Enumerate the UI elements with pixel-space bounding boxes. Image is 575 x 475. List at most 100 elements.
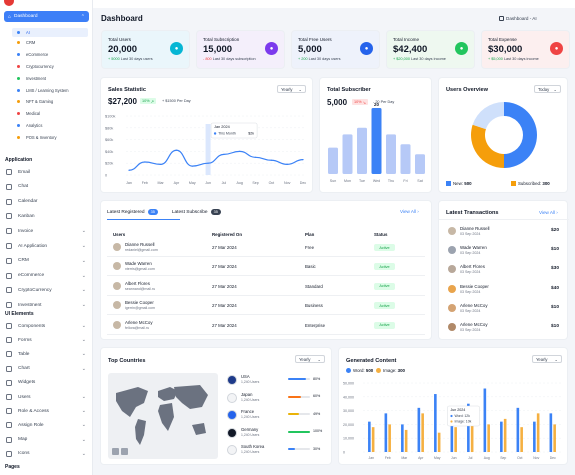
subscriber-bar[interactable] [386, 134, 396, 174]
sidebar-item[interactable]: Chart ⌄ [6, 365, 88, 372]
sales-point[interactable] [160, 163, 162, 165]
sidebar-item[interactable]: Role & Access ⌄ [6, 408, 88, 415]
sidebar-subitem[interactable]: Medical [17, 111, 40, 116]
sidebar-item[interactable]: CRM ⌄ [6, 257, 88, 264]
sidebar-item[interactable]: Assign Role ⌄ [6, 422, 88, 429]
x-tick-label: May [434, 456, 441, 460]
content-bar-image[interactable] [404, 429, 408, 452]
sales-point[interactable] [254, 156, 257, 158]
sidebar-subitem[interactable]: Cryptocurrency [17, 64, 54, 69]
zoom-in-button[interactable] [112, 448, 119, 455]
content-bar-word[interactable] [450, 418, 454, 452]
content-bar-image[interactable] [371, 427, 375, 452]
content-bar-word[interactable] [516, 407, 520, 452]
sales-point[interactable] [144, 161, 146, 163]
sidebar-item[interactable]: Map ⌄ [6, 436, 88, 443]
sidebar-item-dashboard[interactable]: ⌂ Dashboard ⌃ [4, 11, 89, 22]
sales-point[interactable] [223, 153, 225, 155]
content-bar-word[interactable] [434, 394, 437, 452]
sidebar-item[interactable]: Components ⌄ [6, 323, 88, 329]
content-bar-word[interactable] [401, 424, 404, 452]
period-dropdown[interactable]: Yearly ⌄ [277, 85, 306, 93]
sales-point[interactable] [191, 165, 193, 167]
chevron-down-icon: ⌄ [81, 323, 86, 329]
sidebar-subitem[interactable]: Analytics [17, 123, 42, 128]
sales-point[interactable] [207, 162, 209, 164]
sidebar-item[interactable]: Investment ⌄ [6, 302, 88, 309]
content-bar-image[interactable] [437, 432, 441, 452]
sidebar-item[interactable]: Widgets [6, 379, 88, 386]
subscriber-bar[interactable] [400, 144, 411, 174]
sidebar-subitem[interactable]: AI [12, 28, 88, 37]
view-all-link[interactable]: View All › [539, 210, 558, 215]
sidebar-item[interactable]: AI Application ⌄ [6, 243, 88, 249]
sidebar-subitem[interactable]: Investment [17, 76, 46, 81]
stat-footer-text: Last 30 days users [307, 57, 341, 61]
world-map[interactable] [108, 373, 218, 459]
donut-slice[interactable] [471, 124, 504, 168]
donut-slice[interactable] [504, 102, 537, 168]
zoom-out-button[interactable] [121, 448, 128, 455]
content-bar-image[interactable] [388, 424, 391, 452]
sidebar-item[interactable]: Calendar [6, 198, 88, 205]
sales-point[interactable] [128, 169, 130, 171]
user-name: Dianne Russell [125, 242, 155, 247]
chevron-down-icon: ⌄ [554, 356, 558, 362]
sidebar-subitem[interactable]: NFT & Gaming [17, 99, 53, 104]
content-bar-word[interactable] [384, 413, 388, 452]
stat-card: Total Expense $30,000 + $5,000 Last 30 day… [481, 30, 570, 69]
content-bar-word[interactable] [483, 388, 487, 452]
sidebar-subitem[interactable]: LMS / Learning System [17, 88, 69, 93]
period-dropdown[interactable]: Today ⌄ [534, 85, 561, 93]
subscriber-bar[interactable] [342, 134, 353, 174]
content-bar-image[interactable] [503, 418, 507, 452]
content-bar-image[interactable] [487, 424, 490, 452]
sidebar-subitem[interactable]: POS & Inventory [17, 135, 57, 140]
sidebar-item[interactable]: Email [6, 169, 88, 175]
period-dropdown[interactable]: Yearly ⌄ [295, 355, 325, 363]
sales-point[interactable] [175, 149, 178, 151]
content-bar-word[interactable] [533, 421, 536, 452]
subscriber-bar[interactable] [415, 154, 425, 174]
sales-point[interactable] [286, 163, 288, 165]
content-bar-image[interactable] [553, 424, 556, 452]
subscriber-bar[interactable] [328, 147, 338, 174]
row-divider [107, 294, 425, 296]
content-bar-image[interactable] [470, 416, 474, 452]
sidebar-item[interactable]: Kanban [6, 213, 88, 220]
content-bar-image[interactable] [536, 413, 540, 452]
transaction-amount: $10 [550, 247, 559, 253]
sidebar-item[interactable]: CryptoCurrency ⌄ [6, 287, 88, 294]
logo[interactable] [4, 0, 14, 6]
sales-point[interactable] [270, 159, 272, 161]
content-bar-word[interactable] [500, 421, 503, 452]
view-all-link[interactable]: View All › [400, 209, 419, 214]
x-tick-label: Feb [385, 456, 391, 460]
content-bar-image[interactable] [454, 427, 457, 452]
sales-point[interactable] [239, 150, 241, 152]
sidebar-item[interactable]: Icons ⌄ [6, 450, 88, 457]
sidebar-item[interactable]: eCommerce ⌄ [6, 272, 88, 279]
subscriber-bar[interactable] [357, 127, 367, 174]
content-bar-word[interactable] [368, 421, 371, 452]
sidebar-subitem[interactable]: CRM [17, 40, 35, 45]
content-bar-word[interactable] [417, 407, 421, 452]
sidebar-item[interactable]: Forms ⌄ [6, 337, 88, 344]
sidebar-subitem[interactable]: eCommerce [17, 52, 48, 57]
subscriber-bar[interactable] [371, 108, 382, 174]
content-bar-word[interactable] [467, 403, 470, 452]
period-dropdown[interactable]: Yearly ⌄ [532, 355, 562, 363]
content-bar-image[interactable] [421, 413, 424, 452]
sidebar-item[interactable]: Chat [6, 183, 88, 190]
tab-latest-subscribe[interactable]: Latest Subscribe 35 [172, 209, 221, 215]
content-bar-word[interactable] [549, 413, 553, 452]
content-bar-image[interactable] [520, 427, 523, 452]
sales-point[interactable] [302, 159, 304, 161]
sidebar-item[interactable]: Invoice ⌄ [6, 228, 88, 235]
tab-latest-registered[interactable]: Latest Registered 35 [107, 209, 158, 215]
donut-slice[interactable] [472, 102, 504, 130]
legend-subscribed: Subscribed: 300 [511, 181, 550, 186]
sidebar-item[interactable]: Table ⌄ [6, 351, 88, 358]
y-tick-label: $40k [105, 150, 113, 154]
sidebar-item[interactable]: Users ⌄ [6, 394, 88, 400]
